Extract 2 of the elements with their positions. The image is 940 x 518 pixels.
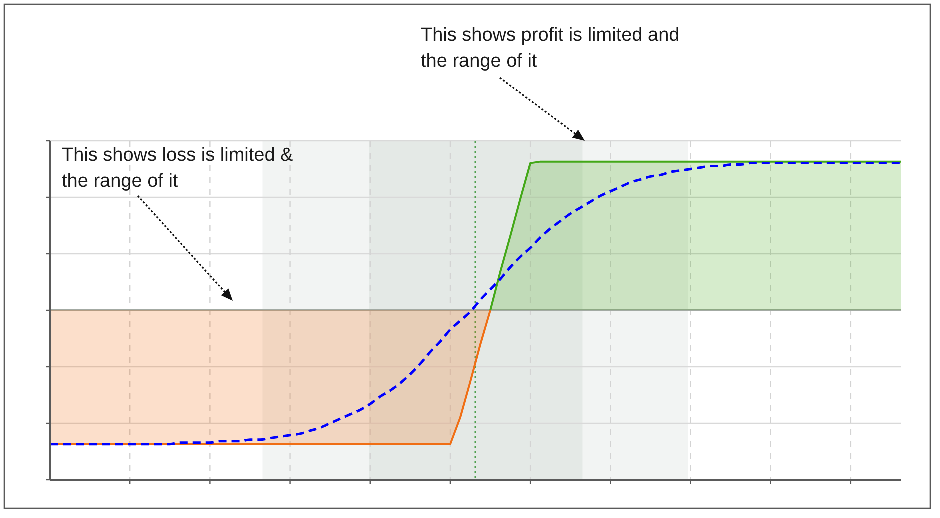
text: This shows profit is limited and the range of it	[421, 25, 680, 72]
annotation: This shows loss is limited & the range of it	[62, 145, 294, 192]
